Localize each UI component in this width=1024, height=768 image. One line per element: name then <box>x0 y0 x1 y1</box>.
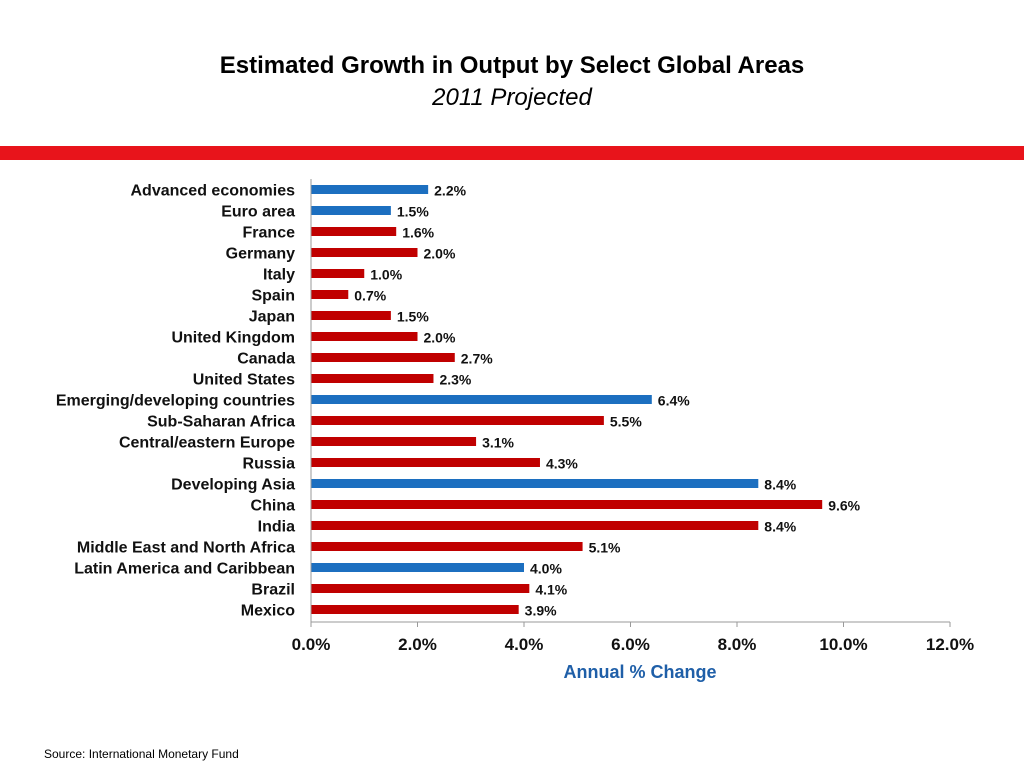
category-label: United Kingdom <box>171 330 295 347</box>
category-label: Middle East and North Africa <box>77 540 295 557</box>
category-label: France <box>243 225 296 242</box>
x-tick-label: 0.0% <box>292 635 331 654</box>
bar <box>311 416 604 425</box>
category-label: Italy <box>263 267 295 284</box>
bar <box>311 500 823 509</box>
data-label: 9.6% <box>828 498 860 514</box>
bar <box>311 605 519 614</box>
category-label: Latin America and Caribbean <box>74 561 295 578</box>
category-label: Spain <box>251 288 295 305</box>
x-tick-label: 4.0% <box>505 635 544 654</box>
bar <box>311 374 434 383</box>
header-divider <box>0 146 1024 160</box>
category-label: China <box>251 498 296 515</box>
category-label: Central/eastern Europe <box>119 435 295 452</box>
bar <box>311 290 349 299</box>
bar <box>311 395 652 404</box>
category-label: Brazil <box>251 582 295 599</box>
bar <box>311 584 530 593</box>
category-label: Euro area <box>221 204 295 221</box>
bar-chart: Advanced economies 2.2% Euro area 1.5% Franc… <box>56 179 974 682</box>
category-label: Germany <box>226 246 295 263</box>
data-label: 8.4% <box>764 477 796 493</box>
bar <box>311 227 397 236</box>
data-label: 1.5% <box>397 309 429 325</box>
bar <box>311 206 391 215</box>
x-tick-label: 8.0% <box>718 635 757 654</box>
data-label: 1.6% <box>402 225 434 241</box>
data-label: 0.7% <box>354 288 386 304</box>
x-tick-label: 6.0% <box>611 635 650 654</box>
data-label: 6.4% <box>658 393 690 409</box>
data-label: 2.0% <box>424 330 456 346</box>
data-label: 8.4% <box>764 519 796 535</box>
chart-title: Estimated Growth in Output by Select Glo… <box>219 52 805 79</box>
bar <box>311 269 365 278</box>
bar <box>311 311 391 320</box>
category-label: Advanced economies <box>131 183 296 200</box>
x-tick-label: 2.0% <box>398 635 437 654</box>
bar <box>311 479 759 488</box>
bar <box>311 332 418 341</box>
category-label: Russia <box>243 456 296 473</box>
category-label: United States <box>193 372 295 389</box>
x-tick-label: 12.0% <box>926 635 974 654</box>
bar <box>311 521 759 530</box>
chart-subtitle: 2011 Projected <box>432 84 592 111</box>
data-label: 5.1% <box>589 540 621 556</box>
bar <box>311 458 540 467</box>
data-label: 4.3% <box>546 456 578 472</box>
x-axis-title: Annual % Change <box>563 662 716 682</box>
category-label: India <box>258 519 295 536</box>
source-note: Source: International Monetary Fund <box>44 747 239 761</box>
bar <box>311 353 455 362</box>
data-label: 2.7% <box>461 351 493 367</box>
category-label: Developing Asia <box>171 477 295 494</box>
data-label: 2.2% <box>434 183 466 199</box>
data-label: 1.5% <box>397 204 429 220</box>
bar <box>311 437 477 446</box>
bar <box>311 248 418 257</box>
bar <box>311 563 524 572</box>
data-label: 3.1% <box>482 435 514 451</box>
data-label: 1.0% <box>370 267 402 283</box>
bar <box>311 185 429 194</box>
category-label: Canada <box>237 351 295 368</box>
data-label: 5.5% <box>610 414 642 430</box>
category-label: Emerging/developing countries <box>56 393 295 410</box>
data-label: 4.1% <box>535 582 567 598</box>
data-label: 2.3% <box>439 372 471 388</box>
category-label: Sub-Saharan Africa <box>147 414 295 431</box>
data-label: 4.0% <box>530 561 562 577</box>
category-label: Mexico <box>241 603 295 620</box>
data-label: 3.9% <box>525 603 557 619</box>
data-label: 2.0% <box>424 246 456 262</box>
x-tick-label: 10.0% <box>819 635 867 654</box>
category-label: Japan <box>249 309 295 326</box>
bar <box>311 542 583 551</box>
